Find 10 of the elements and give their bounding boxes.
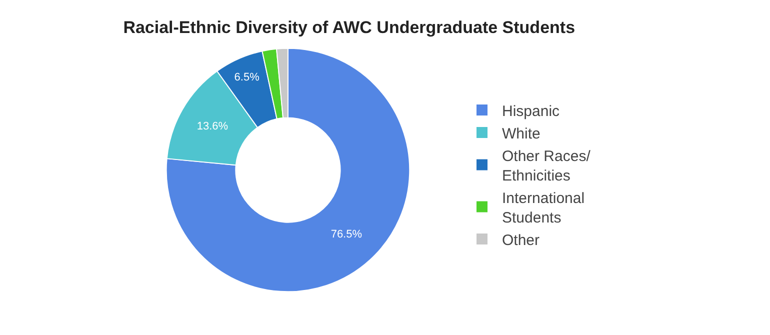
data-label: 76.5% (330, 228, 362, 240)
donut-slice (166, 48, 410, 292)
legend-label: Other (502, 232, 540, 249)
legend-label: International Students (502, 190, 585, 226)
legend-label: Other Races/ Ethnicities (502, 148, 592, 184)
chart-title: Racial-Ethnic Diversity of AWC Undergraduate Students (123, 18, 576, 37)
data-label: 6.5% (234, 72, 260, 84)
legend-label: White (502, 125, 540, 142)
legend-label: Hispanic (502, 102, 560, 120)
data-label: 13.6% (196, 120, 228, 133)
